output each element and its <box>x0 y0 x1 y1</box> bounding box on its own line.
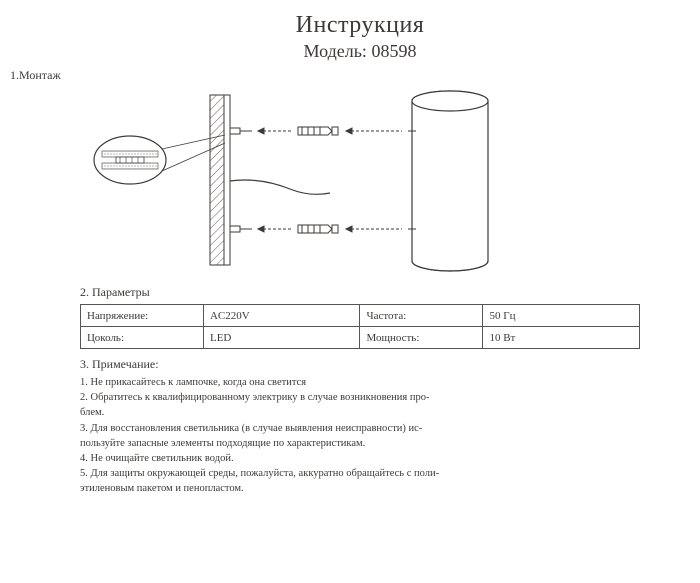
model-line: Модель: 08598 <box>80 41 640 62</box>
note-line: 5. Для защиты окружающей среды, пожалуйс… <box>80 467 640 481</box>
param-value: 10 Вт <box>483 327 640 349</box>
title-block: Инструкция Модель: 08598 <box>80 12 640 62</box>
params-table: Напряжение: AC220V Частота: 50 Гц Цоколь… <box>80 304 640 349</box>
note-line: 4. Не очищайте светильник водой. <box>80 452 640 466</box>
model-value: 08598 <box>371 41 416 61</box>
param-label: Напряжение: <box>81 305 204 327</box>
note-line: 1. Не прикасайтесь к лампочке, когда она… <box>80 376 640 390</box>
param-label: Цоколь: <box>81 327 204 349</box>
note-line: блем. <box>80 406 640 420</box>
model-label: Модель: <box>304 41 367 61</box>
param-value: LED <box>203 327 360 349</box>
param-label: Мощность: <box>360 327 483 349</box>
table-row: Напряжение: AC220V Частота: 50 Гц <box>81 305 640 327</box>
mounting-diagram <box>80 87 640 273</box>
note-line: этиленовым пакетом и пенопластом. <box>80 482 640 496</box>
section-mount-heading: 1.Монтаж <box>10 68 640 83</box>
param-value: 50 Гц <box>483 305 640 327</box>
table-row: Цоколь: LED Мощность: 10 Вт <box>81 327 640 349</box>
note-line: пользуйте запасные элементы подходящие п… <box>80 437 640 451</box>
notes-block: 1. Не прикасайтесь к лампочке, когда она… <box>80 376 640 496</box>
note-line: 3. Для восстановления светильника (в слу… <box>80 422 640 436</box>
page-title: Инструкция <box>80 12 640 39</box>
param-value: AC220V <box>203 305 360 327</box>
section-notes-heading: 3. Примечание: <box>80 357 640 372</box>
note-line: 2. Обратитесь к квалифицированному элект… <box>80 391 640 405</box>
param-label: Частота: <box>360 305 483 327</box>
section-params-heading: 2. Параметры <box>80 285 640 300</box>
